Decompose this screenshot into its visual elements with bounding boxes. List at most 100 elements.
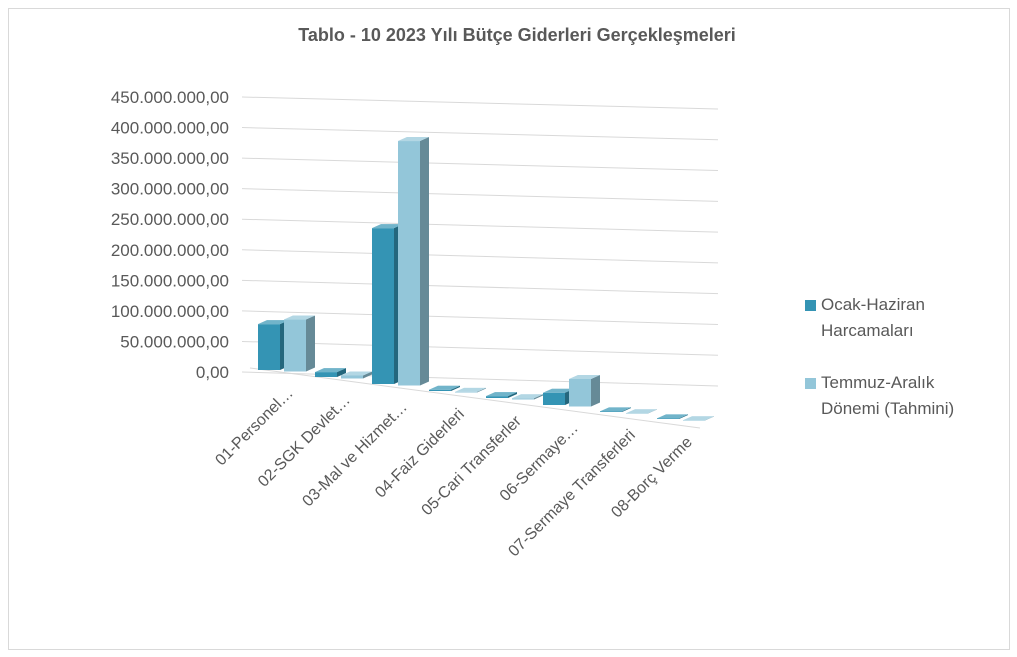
bar-top — [341, 371, 372, 376]
bar-side — [591, 375, 600, 407]
bar-side-shade — [679, 414, 688, 419]
legend-swatch — [805, 378, 816, 389]
legend-label: Temmuz-Aralık Dönemi (Tahmini) — [821, 373, 955, 418]
grid-line — [241, 218, 719, 233]
bar-side — [648, 409, 657, 414]
bar-side-shade — [705, 416, 714, 421]
bar — [398, 141, 420, 386]
bar-top-shade — [486, 392, 517, 397]
y-tick-label: 150.000.000,00 — [111, 271, 229, 290]
bar-side — [508, 392, 517, 398]
bar-top — [486, 392, 517, 397]
bar-side-shade — [306, 315, 315, 372]
bar-side-shade — [420, 137, 429, 386]
bar-side — [477, 387, 486, 393]
bar-top — [543, 388, 574, 393]
grid-line — [241, 188, 719, 202]
grid-line — [241, 310, 719, 325]
y-tick-label: 0,00 — [196, 363, 229, 382]
bar-top — [657, 414, 688, 419]
y-tick-label: 100.000.000,00 — [111, 302, 229, 321]
bar — [284, 319, 306, 372]
bar-side-shade — [591, 375, 600, 407]
bar-side-shade — [508, 392, 517, 398]
bar-side — [337, 368, 346, 377]
bar-side — [534, 394, 543, 400]
legend-label: Ocak-Haziran Harcamaları — [821, 295, 925, 340]
bar-top-shade — [543, 388, 574, 393]
bar-top-shade — [284, 315, 315, 320]
grid-line — [241, 157, 719, 172]
bar-top-shade — [398, 137, 429, 142]
bar — [429, 389, 451, 391]
legend-swatch — [805, 300, 816, 311]
bar — [455, 391, 477, 393]
bar-side-shade — [622, 407, 631, 412]
bar-top-shade — [626, 409, 657, 414]
chart-frame — [8, 8, 1010, 650]
bar-top — [258, 320, 289, 325]
bar — [543, 392, 565, 405]
bar-top-shade — [429, 385, 460, 390]
bar — [683, 420, 705, 421]
bar — [600, 411, 622, 412]
y-tick-label: 350.000.000,00 — [111, 149, 229, 168]
bar-top-shade — [258, 320, 289, 325]
y-tick-label: 50.000.000,00 — [120, 332, 229, 351]
bar-top-shade — [600, 407, 631, 412]
grid-line — [241, 340, 719, 356]
bar-top — [600, 407, 631, 412]
bar-side-shade — [648, 409, 657, 414]
chart-title: Tablo - 10 2023 Yılı Bütçe Giderleri Ger… — [298, 25, 736, 45]
bar-top-shade — [683, 416, 714, 421]
bar-top-shade — [569, 375, 600, 379]
y-tick-label: 250.000.000,00 — [111, 210, 229, 229]
bar-side — [622, 407, 631, 412]
bar-top — [398, 137, 429, 142]
grid-line — [241, 279, 719, 295]
bar-side — [306, 315, 315, 372]
bar-top — [429, 385, 460, 390]
bar-top — [512, 394, 543, 399]
y-tick-label: 400.000.000,00 — [111, 119, 229, 138]
y-tick-label: 450.000.000,00 — [111, 88, 229, 107]
grid-line — [241, 127, 719, 141]
bar-side-shade — [451, 385, 460, 391]
bar — [626, 413, 648, 414]
bar-side — [420, 137, 429, 386]
bar-top — [315, 368, 346, 373]
bar — [341, 375, 363, 379]
bar-side-shade — [477, 387, 486, 393]
grid-line — [241, 249, 719, 264]
bar — [258, 324, 280, 370]
bar-top-shade — [372, 224, 403, 229]
bar-side — [363, 371, 372, 379]
bar-side — [451, 385, 460, 391]
bar — [486, 396, 508, 398]
bar-top-shade — [341, 371, 372, 376]
bar-top — [284, 315, 315, 320]
floor-edge — [249, 367, 701, 429]
bar-top-shade — [315, 368, 346, 373]
bar-top-shade — [455, 387, 486, 392]
bar-top — [683, 416, 714, 421]
bar-top — [569, 375, 600, 379]
bar-top-shade — [512, 394, 543, 399]
y-tick-label: 300.000.000,00 — [111, 180, 229, 199]
bar-side-shade — [534, 394, 543, 400]
bar — [657, 418, 679, 419]
bar — [569, 379, 591, 407]
bar-side — [705, 416, 714, 421]
bar-side — [679, 414, 688, 419]
grid-line — [241, 96, 719, 110]
bar-top — [455, 387, 486, 392]
bar-side-shade — [363, 371, 372, 379]
y-tick-label: 200.000.000,00 — [111, 241, 229, 260]
bar — [512, 398, 534, 400]
bar-side-shade — [337, 368, 346, 377]
bar-top — [372, 224, 403, 229]
bar — [372, 228, 394, 384]
bar — [315, 372, 337, 377]
